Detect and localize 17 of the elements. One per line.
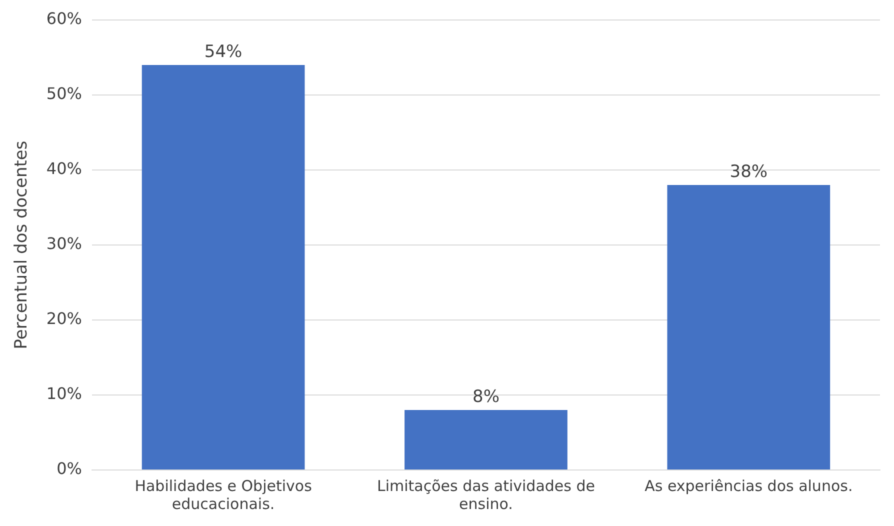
- y-tick-label: 50%: [46, 84, 82, 104]
- bar: [142, 65, 305, 470]
- data-label: 8%: [472, 386, 500, 407]
- x-tick-label: Habilidades e Objetivos educacionais.: [134, 476, 312, 513]
- bar: [667, 185, 830, 470]
- y-tick-label: 40%: [46, 159, 82, 178]
- x-tick-label: As experiências dos alunos.: [644, 476, 853, 495]
- y-tick-label: 30%: [46, 234, 82, 254]
- x-tick-label: Limitações das atividades de ensino.: [376, 476, 595, 513]
- data-label: 54%: [204, 42, 242, 62]
- y-tick-label: 20%: [46, 309, 82, 328]
- bar: [404, 410, 568, 470]
- y-axis-title: Percentual dos docentes: [12, 140, 32, 350]
- y-tick-label: 60%: [46, 9, 82, 28]
- y-tick-label: 0%: [56, 459, 82, 478]
- y-tick-label: 10%: [46, 384, 82, 404]
- data-label: 38%: [730, 162, 768, 182]
